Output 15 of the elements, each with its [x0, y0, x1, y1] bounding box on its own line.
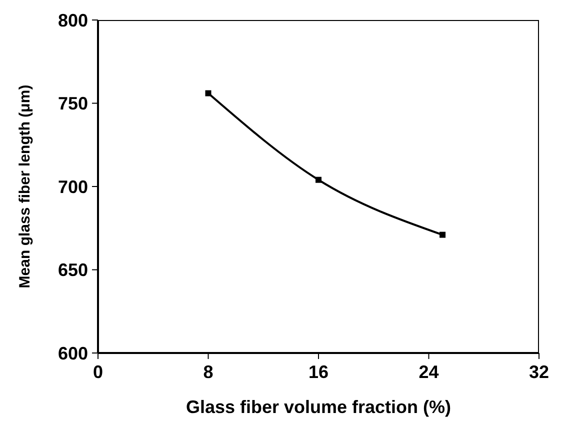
y-axis-title: Mean glass fiber length (μm): [16, 84, 34, 288]
y-tick-label: 650: [58, 260, 88, 280]
x-axis-title: Glass fiber volume fraction (%): [186, 397, 452, 417]
x-tick-label: 24: [418, 362, 439, 382]
x-tick-label: 32: [528, 362, 550, 382]
y-tick-label: 800: [58, 10, 88, 30]
y-tick-label: 750: [58, 94, 88, 114]
point: [316, 176, 322, 183]
x-tick-label: 16: [308, 362, 329, 382]
point: [440, 232, 446, 238]
y-tick-label: 700: [58, 176, 88, 197]
y-tick-label: 600: [58, 343, 88, 364]
point: [205, 90, 212, 96]
x-tick-label: 0: [92, 362, 104, 382]
x-tick-label: 8: [203, 362, 214, 382]
